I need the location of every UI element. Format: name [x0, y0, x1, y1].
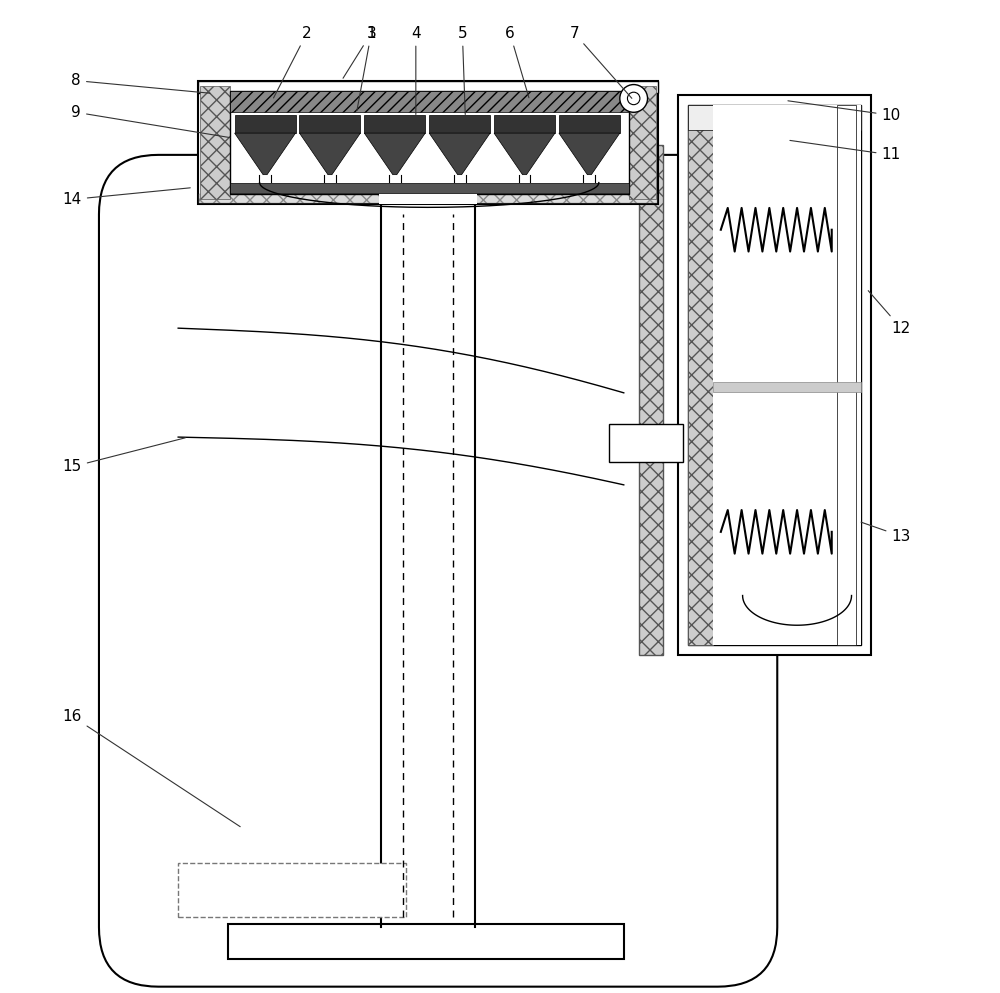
Text: 9: 9	[71, 105, 230, 138]
Bar	[230, 183, 629, 193]
Polygon shape	[299, 133, 360, 175]
Bar	[629, 85, 656, 200]
Bar	[200, 85, 230, 200]
Bar	[199, 195, 657, 204]
Text: 10: 10	[788, 101, 901, 123]
Bar	[228, 924, 624, 959]
Bar	[837, 105, 856, 645]
Text: 5: 5	[458, 26, 467, 114]
Bar	[198, 80, 658, 93]
Polygon shape	[235, 133, 296, 175]
Polygon shape	[494, 133, 555, 175]
Bar	[713, 105, 861, 645]
Bar	[299, 115, 360, 133]
Bar	[559, 115, 620, 133]
Bar	[639, 145, 663, 655]
Text: 16: 16	[63, 709, 240, 827]
Bar	[678, 95, 871, 655]
Text: 6: 6	[505, 26, 529, 97]
Circle shape	[620, 84, 648, 112]
Bar	[429, 115, 490, 133]
Bar	[230, 90, 629, 112]
Bar	[713, 382, 861, 392]
Polygon shape	[559, 133, 620, 175]
Bar	[364, 115, 425, 133]
Bar	[379, 194, 477, 205]
Circle shape	[627, 92, 640, 104]
Text: 3: 3	[357, 26, 376, 110]
Text: 12: 12	[868, 291, 911, 336]
Text: 8: 8	[71, 73, 210, 93]
Polygon shape	[364, 133, 425, 175]
Text: 15: 15	[63, 438, 185, 475]
Bar	[688, 105, 861, 130]
Text: 2: 2	[274, 26, 312, 98]
Polygon shape	[429, 133, 490, 175]
Text: 7: 7	[569, 26, 632, 98]
Bar	[235, 115, 296, 133]
Text: 4: 4	[411, 26, 421, 114]
Text: 13: 13	[861, 522, 911, 543]
FancyBboxPatch shape	[99, 155, 777, 987]
Bar	[230, 90, 629, 195]
Bar	[198, 80, 658, 205]
Bar	[688, 105, 861, 645]
Bar	[494, 115, 555, 133]
Text: 1: 1	[343, 26, 376, 78]
Text: 11: 11	[790, 140, 901, 163]
Bar	[178, 863, 406, 918]
Text: 14: 14	[63, 188, 190, 207]
Bar	[688, 105, 713, 645]
Bar	[609, 424, 683, 462]
